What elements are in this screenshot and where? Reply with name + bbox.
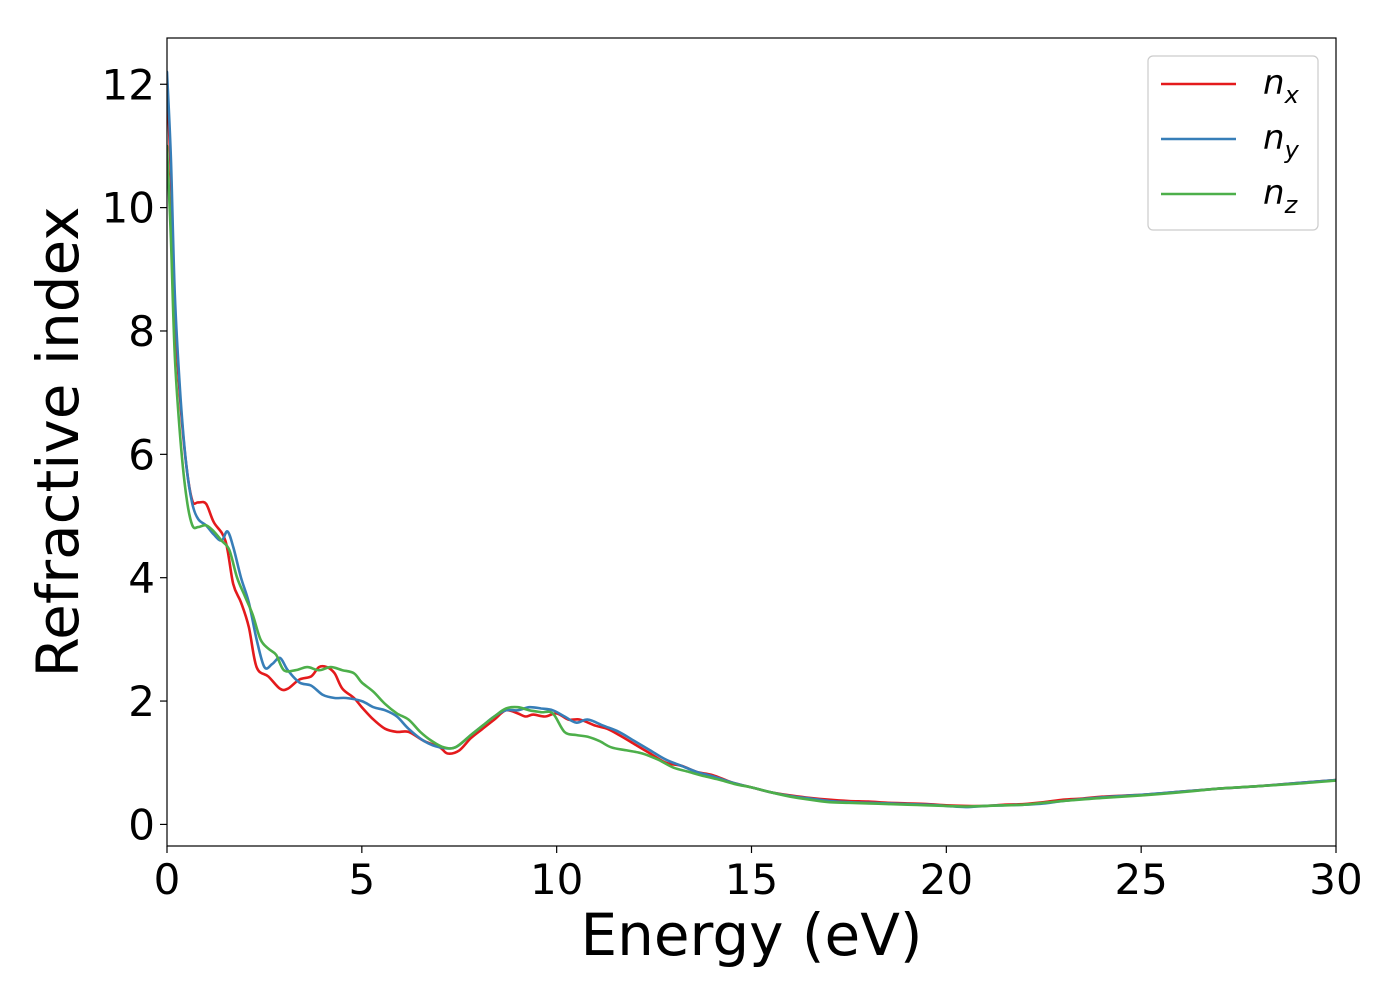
y-tick-label: 2 xyxy=(128,677,155,726)
y-tick-label: 4 xyxy=(128,554,155,603)
y-axis-label: Refractive index xyxy=(24,206,92,677)
legend-symbol: n xyxy=(1263,63,1285,103)
legend-label-nx: nx xyxy=(1263,63,1300,109)
y-axis-ticks: 0 2 4 6 8 10 12 xyxy=(102,60,167,849)
legend-box xyxy=(1147,55,1319,231)
x-tick-label: 0 xyxy=(154,855,181,904)
legend-label-ny: ny xyxy=(1263,118,1300,164)
series-line-nz xyxy=(167,144,1336,808)
legend-subscript: y xyxy=(1284,136,1300,164)
y-tick-label: 10 xyxy=(102,184,155,233)
legend-subscript: z xyxy=(1284,191,1299,219)
x-axis-ticks: 0 5 10 15 20 25 30 xyxy=(154,846,1363,904)
y-tick-label: 8 xyxy=(128,307,155,356)
x-tick-label: 25 xyxy=(1114,855,1167,904)
x-tick-label: 10 xyxy=(530,855,583,904)
y-tick-label: 0 xyxy=(128,800,155,849)
series-layer xyxy=(167,70,1336,809)
legend-subscript: x xyxy=(1284,81,1300,109)
x-tick-label: 30 xyxy=(1309,855,1362,904)
legend-symbol: n xyxy=(1263,118,1285,158)
y-tick-label: 6 xyxy=(128,430,155,479)
x-tick-label: 15 xyxy=(725,855,778,904)
legend-label-nz: nz xyxy=(1263,173,1299,219)
x-axis-label: Energy (eV) xyxy=(580,901,922,969)
legend-symbol: n xyxy=(1263,173,1285,213)
y-tick-label: 12 xyxy=(102,60,155,109)
x-tick-label: 5 xyxy=(348,855,375,904)
x-tick-label: 20 xyxy=(920,855,973,904)
